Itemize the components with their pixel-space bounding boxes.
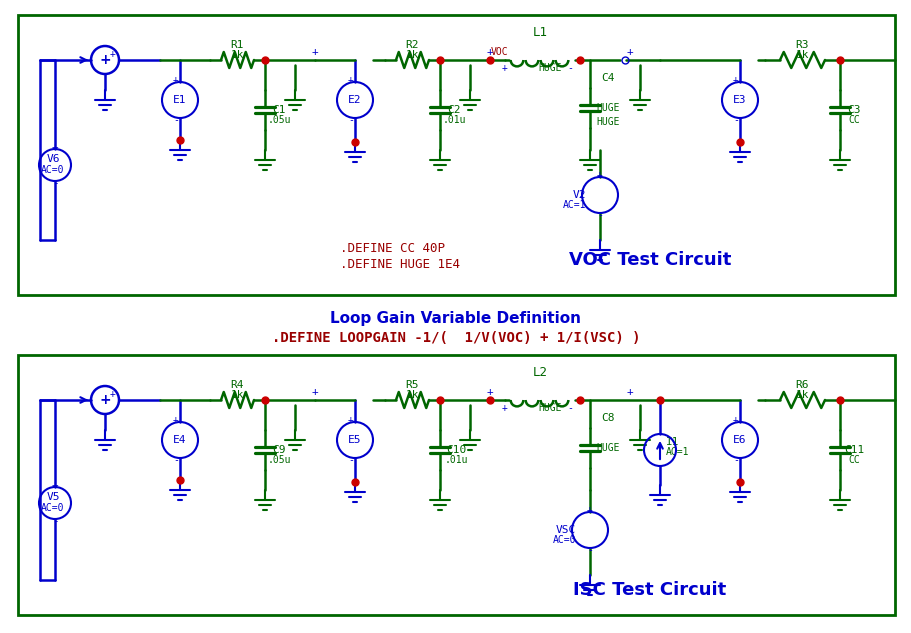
Text: C11: C11	[843, 445, 864, 455]
Text: C9: C9	[272, 445, 285, 455]
Text: AC=0: AC=0	[41, 503, 65, 513]
Text: +: +	[732, 75, 738, 85]
Text: +: +	[52, 142, 58, 152]
Bar	[18, 15, 894, 295]
Text: +: +	[173, 75, 179, 85]
Text: I1: I1	[665, 437, 679, 447]
Text: L2: L2	[532, 365, 547, 379]
Text: VOC: VOC	[491, 47, 508, 57]
Text: V6: V6	[46, 154, 60, 164]
Text: +: +	[99, 393, 111, 407]
Bar	[18, 355, 894, 615]
Text: AC=1: AC=1	[562, 200, 586, 210]
Text: -: -	[173, 455, 179, 465]
Text: C2: C2	[446, 105, 460, 115]
Text: +: +	[486, 47, 493, 57]
Text: C8: C8	[600, 413, 614, 423]
Text: -: -	[52, 178, 58, 188]
Text: 1k: 1k	[404, 390, 418, 400]
Text: .05u: .05u	[267, 115, 291, 125]
Text: .01u: .01u	[444, 455, 467, 465]
Text: R6: R6	[794, 380, 808, 390]
Text: R2: R2	[404, 40, 418, 50]
Text: +: +	[348, 415, 353, 425]
Text: +: +	[587, 505, 592, 515]
Text: Loop Gain Variable Definition: Loop Gain Variable Definition	[330, 311, 581, 325]
Text: R5: R5	[404, 380, 418, 390]
Text: +: +	[110, 49, 116, 59]
Text: 1k: 1k	[230, 50, 243, 60]
Text: E1: E1	[173, 95, 187, 105]
Text: .DEFINE CC 40P: .DEFINE CC 40P	[340, 242, 445, 254]
Text: E6: E6	[732, 435, 746, 445]
Text: E5: E5	[348, 435, 362, 445]
Text: CC: CC	[847, 455, 859, 465]
Text: -: -	[52, 516, 58, 526]
Text: .DEFINE HUGE 1E4: .DEFINE HUGE 1E4	[340, 258, 459, 272]
Text: HUGE: HUGE	[596, 443, 619, 453]
Text: 1k: 1k	[230, 390, 243, 400]
Text: C3: C3	[846, 105, 860, 115]
Text: +: +	[502, 403, 507, 413]
Text: C1: C1	[272, 105, 285, 115]
Text: .01u: .01u	[442, 115, 466, 125]
Text: -: -	[732, 455, 738, 465]
Text: HUGE: HUGE	[537, 403, 561, 413]
Text: -: -	[348, 115, 353, 125]
Text: .05u: .05u	[267, 455, 291, 465]
Text: -: -	[597, 210, 602, 220]
Text: AC=0: AC=0	[41, 165, 65, 175]
Text: -: -	[567, 403, 572, 413]
Text: +: +	[626, 47, 632, 57]
Text: C10: C10	[445, 445, 466, 455]
Text: -: -	[173, 115, 179, 125]
Text: VOC Test Circuit: VOC Test Circuit	[568, 251, 731, 269]
Text: .DEFINE LOOPGAIN -1/(  1/V(VOC) + 1/I(VSC) ): .DEFINE LOOPGAIN -1/( 1/V(VOC) + 1/I(VSC…	[271, 331, 640, 345]
Text: C4: C4	[600, 73, 614, 83]
Text: R3: R3	[794, 40, 808, 50]
Text: +: +	[312, 387, 318, 397]
Text: E3: E3	[732, 95, 746, 105]
Text: 1k: 1k	[794, 50, 808, 60]
Text: AC=1: AC=1	[665, 447, 689, 457]
Text: -: -	[567, 63, 572, 73]
Text: R1: R1	[230, 40, 243, 50]
Text: V2: V2	[572, 190, 586, 200]
Text: +: +	[486, 387, 493, 397]
Text: -: -	[732, 115, 738, 125]
Text: E2: E2	[348, 95, 362, 105]
Text: -: -	[587, 545, 592, 555]
Text: AC=0: AC=0	[552, 535, 576, 545]
Text: ISC Test Circuit: ISC Test Circuit	[573, 581, 726, 599]
Text: +: +	[312, 47, 318, 57]
Text: +: +	[99, 53, 111, 67]
Text: +: +	[52, 480, 58, 490]
Text: -: -	[348, 455, 353, 465]
Text: +: +	[626, 387, 632, 397]
Text: +: +	[110, 389, 116, 399]
Text: L1: L1	[532, 25, 547, 39]
Text: R4: R4	[230, 380, 243, 390]
Text: V5: V5	[46, 492, 60, 502]
Text: VSC: VSC	[555, 525, 576, 535]
Text: HUGE: HUGE	[596, 103, 619, 113]
Text: +: +	[502, 63, 507, 73]
Text: +: +	[732, 415, 738, 425]
Text: HUGE: HUGE	[537, 63, 561, 73]
Text: +: +	[173, 415, 179, 425]
Text: HUGE: HUGE	[596, 117, 619, 127]
Text: 1k: 1k	[794, 390, 808, 400]
Text: +: +	[597, 170, 602, 180]
Text: 1k: 1k	[404, 50, 418, 60]
Text: CC: CC	[847, 115, 859, 125]
Text: E4: E4	[173, 435, 187, 445]
Text: +: +	[348, 75, 353, 85]
